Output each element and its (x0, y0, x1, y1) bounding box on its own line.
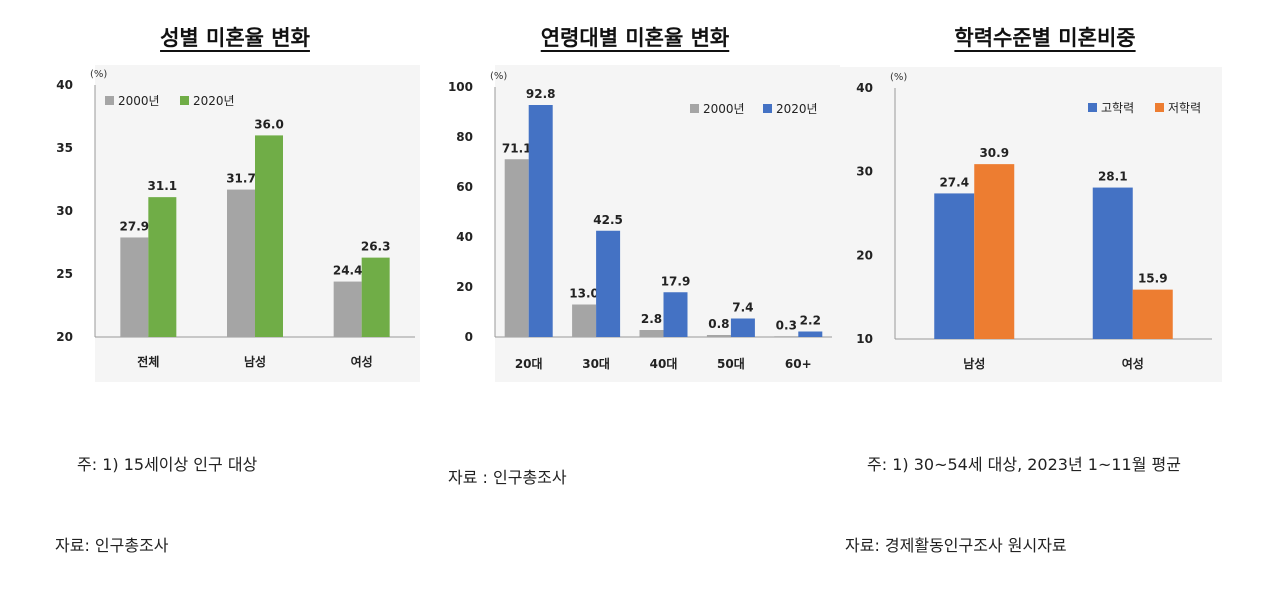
chart-notes: 자료 : 인구총조사 (448, 410, 567, 545)
y-tick-label: 40 (56, 78, 73, 92)
legend-label: 2020년 (193, 94, 235, 108)
bar-2020년-전체 (148, 197, 177, 337)
legend-label: 2000년 (118, 94, 160, 108)
y-tick-label: 10 (856, 332, 873, 346)
legend-label: 2000년 (703, 102, 745, 116)
y-tick-label: 20 (456, 280, 473, 294)
bar-저학력-남성 (974, 164, 1015, 339)
y-tick-label: 40 (456, 230, 473, 244)
bar-2000년-20대 (504, 159, 529, 337)
data-label: 0.3 (776, 318, 797, 332)
x-tick-label: 20대 (515, 357, 543, 371)
y-tick-label: 100 (448, 80, 473, 94)
bar-2020년-30대 (596, 230, 621, 337)
bar-고학력-남성 (934, 193, 975, 339)
legend-swatch (180, 96, 189, 105)
data-label: 13.0 (569, 287, 599, 301)
x-tick-label: 40대 (650, 357, 678, 371)
data-label: 2.8 (641, 312, 662, 326)
x-tick-label: 30대 (582, 357, 610, 371)
data-label: 28.1 (1098, 170, 1128, 184)
x-tick-label: 60+ (785, 357, 812, 371)
bar-2000년-남성 (227, 189, 255, 337)
bar-2000년-30대 (572, 304, 597, 337)
data-label: 31.7 (226, 172, 256, 186)
chart-panel-education: 학력수준별 미혼비중 (%) 10 20 30 40 27.4 30.9 남성 28.1 15.9… (840, 0, 1280, 555)
chart-title: 학력수준별 미혼비중 (954, 26, 1136, 50)
chart-title: 성별 미혼율 변화 (160, 26, 310, 50)
y-tick-label: 30 (56, 204, 73, 218)
data-label: 15.9 (1138, 272, 1168, 286)
data-label: 30.9 (979, 146, 1009, 160)
data-label: 71.1 (502, 141, 532, 155)
bar-저학력-여성 (1132, 289, 1173, 339)
bar-2000년-50대 (706, 335, 731, 337)
bar-2020년-40대 (663, 292, 688, 337)
y-tick-label: 25 (56, 267, 73, 281)
data-label: 36.0 (254, 117, 284, 131)
data-label: 42.5 (593, 213, 623, 227)
chart-title: 연령대별 미혼율 변화 (540, 26, 730, 50)
x-tick-label: 남성 (244, 354, 266, 369)
note-line: 주: 1) 15세이상 인구 대상 (77, 455, 258, 474)
chart-notes: 주: 1) 30~54세 대상, 2023년 1~11월 평균 자료: 경제활동… (845, 397, 1181, 613)
source-line: 자료: 인구총조사 (55, 536, 169, 555)
y-tick-label: 80 (456, 130, 473, 144)
x-tick-label: 남성 (963, 356, 985, 371)
y-tick-label: 0 (465, 330, 473, 344)
unit-label: (%) (890, 72, 907, 83)
data-label: 27.4 (939, 175, 969, 189)
bar-고학력-여성 (1092, 187, 1133, 339)
data-label: 7.4 (732, 301, 753, 315)
legend-swatch (105, 96, 114, 105)
gender-bar-chart: (%) 20 25 30 35 40 27.9 31.1 전체 31.7 36.0 남성 24.4 26.… (56, 65, 420, 382)
x-tick-label: 여성 (1122, 356, 1144, 371)
bar-2000년-전체 (120, 237, 149, 337)
x-tick-label: 전체 (137, 354, 159, 369)
data-label: 2.2 (800, 314, 821, 328)
age-bar-chart: (%) 0 20 40 60 80 100 71.1 92.8 20대 13.0 42.5 30대 2.8… (448, 65, 840, 382)
data-label: 17.9 (661, 274, 691, 288)
bar-2000년-40대 (639, 330, 664, 337)
data-label: 24.4 (333, 264, 363, 278)
source-line: 자료 : 인구총조사 (448, 468, 567, 487)
chart-notes: 주: 1) 15세이상 인구 대상 자료: 인구총조사 (55, 397, 257, 613)
data-label: 92.8 (526, 87, 556, 101)
bar-2020년-60+ (798, 331, 823, 337)
data-label: 31.1 (148, 179, 178, 193)
data-label: 26.3 (361, 240, 391, 254)
source-line: 자료: 경제활동인구조사 원시자료 (845, 536, 1067, 555)
y-tick-label: 20 (856, 248, 873, 262)
y-tick-label: 20 (56, 330, 73, 344)
note-line: 주: 1) 30~54세 대상, 2023년 1~11월 평균 (867, 455, 1181, 474)
chart-panel-age: 연령대별 미혼율 변화 (%) 0 20 40 60 80 100 71.1 92.8 20대 13… (420, 0, 840, 487)
legend-swatch (690, 104, 699, 113)
bar-2020년-50대 (730, 318, 755, 337)
bar-2020년-여성 (361, 257, 390, 337)
data-label: 27.9 (120, 219, 150, 233)
legend-swatch (763, 104, 772, 113)
data-label: 0.8 (708, 317, 729, 331)
chart-panel-gender: 성별 미혼율 변화 (%) 20 25 30 35 40 27.9 31.1 전체 31.7 36.… (0, 0, 420, 555)
y-tick-label: 35 (56, 141, 73, 155)
unit-label: (%) (490, 71, 507, 82)
legend-label: 2020년 (776, 102, 818, 116)
y-tick-label: 40 (856, 81, 873, 95)
bar-2000년-60+ (774, 336, 799, 337)
legend-label: 고학력 (1101, 101, 1134, 115)
bar-2020년-20대 (528, 105, 553, 337)
education-bar-chart: (%) 10 20 30 40 27.4 30.9 남성 28.1 15.9 여성 고학력 저학력 (840, 67, 1222, 382)
legend-label: 저학력 (1168, 101, 1201, 115)
y-tick-label: 30 (856, 165, 873, 179)
bar-2020년-남성 (255, 135, 283, 337)
x-tick-label: 여성 (351, 354, 373, 369)
legend-swatch (1088, 103, 1097, 112)
y-tick-label: 60 (456, 180, 473, 194)
legend-swatch (1155, 103, 1164, 112)
bar-2000년-여성 (333, 281, 362, 337)
x-tick-label: 50대 (717, 357, 745, 371)
unit-label: (%) (90, 69, 107, 80)
